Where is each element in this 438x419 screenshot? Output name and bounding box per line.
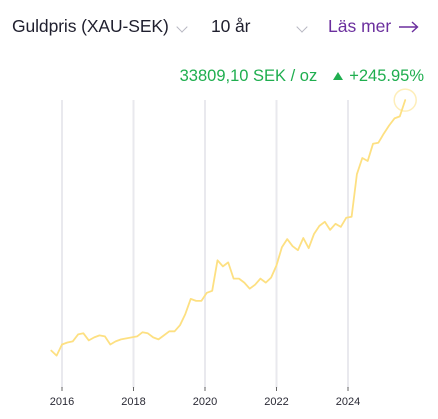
x-tick-label: 2016 xyxy=(50,396,74,408)
toolbar: Guldpris (XAU-SEK) 10 år Läs mer xyxy=(0,0,438,56)
last-price-marker xyxy=(393,88,417,112)
current-price: 33809,10 SEK / oz xyxy=(179,67,318,85)
period-dropdown-label: 10 år xyxy=(211,16,251,36)
arrow-right-icon xyxy=(399,20,419,33)
price-summary: 33809,10 SEK / oz +245.95% xyxy=(180,67,424,86)
x-tick-label: 2018 xyxy=(121,396,145,408)
read-more-label: Läs mer xyxy=(328,16,392,36)
chart-grid xyxy=(61,100,349,388)
x-tick-label: 2022 xyxy=(264,396,288,408)
x-tick-label: 2020 xyxy=(193,396,217,408)
triangle-up-icon xyxy=(333,71,344,80)
price-change: +245.95% xyxy=(349,67,424,85)
price-line xyxy=(50,99,407,357)
asset-dropdown-label: Guldpris (XAU-SEK) xyxy=(12,16,169,36)
asset-dropdown[interactable]: Guldpris (XAU-SEK) xyxy=(12,16,188,37)
x-tick-label: 2024 xyxy=(336,396,360,408)
read-more-link[interactable]: Läs mer xyxy=(328,16,419,37)
period-dropdown[interactable]: 10 år xyxy=(211,16,308,37)
x-axis: 2016 2018 2020 2022 2024 xyxy=(50,387,360,408)
